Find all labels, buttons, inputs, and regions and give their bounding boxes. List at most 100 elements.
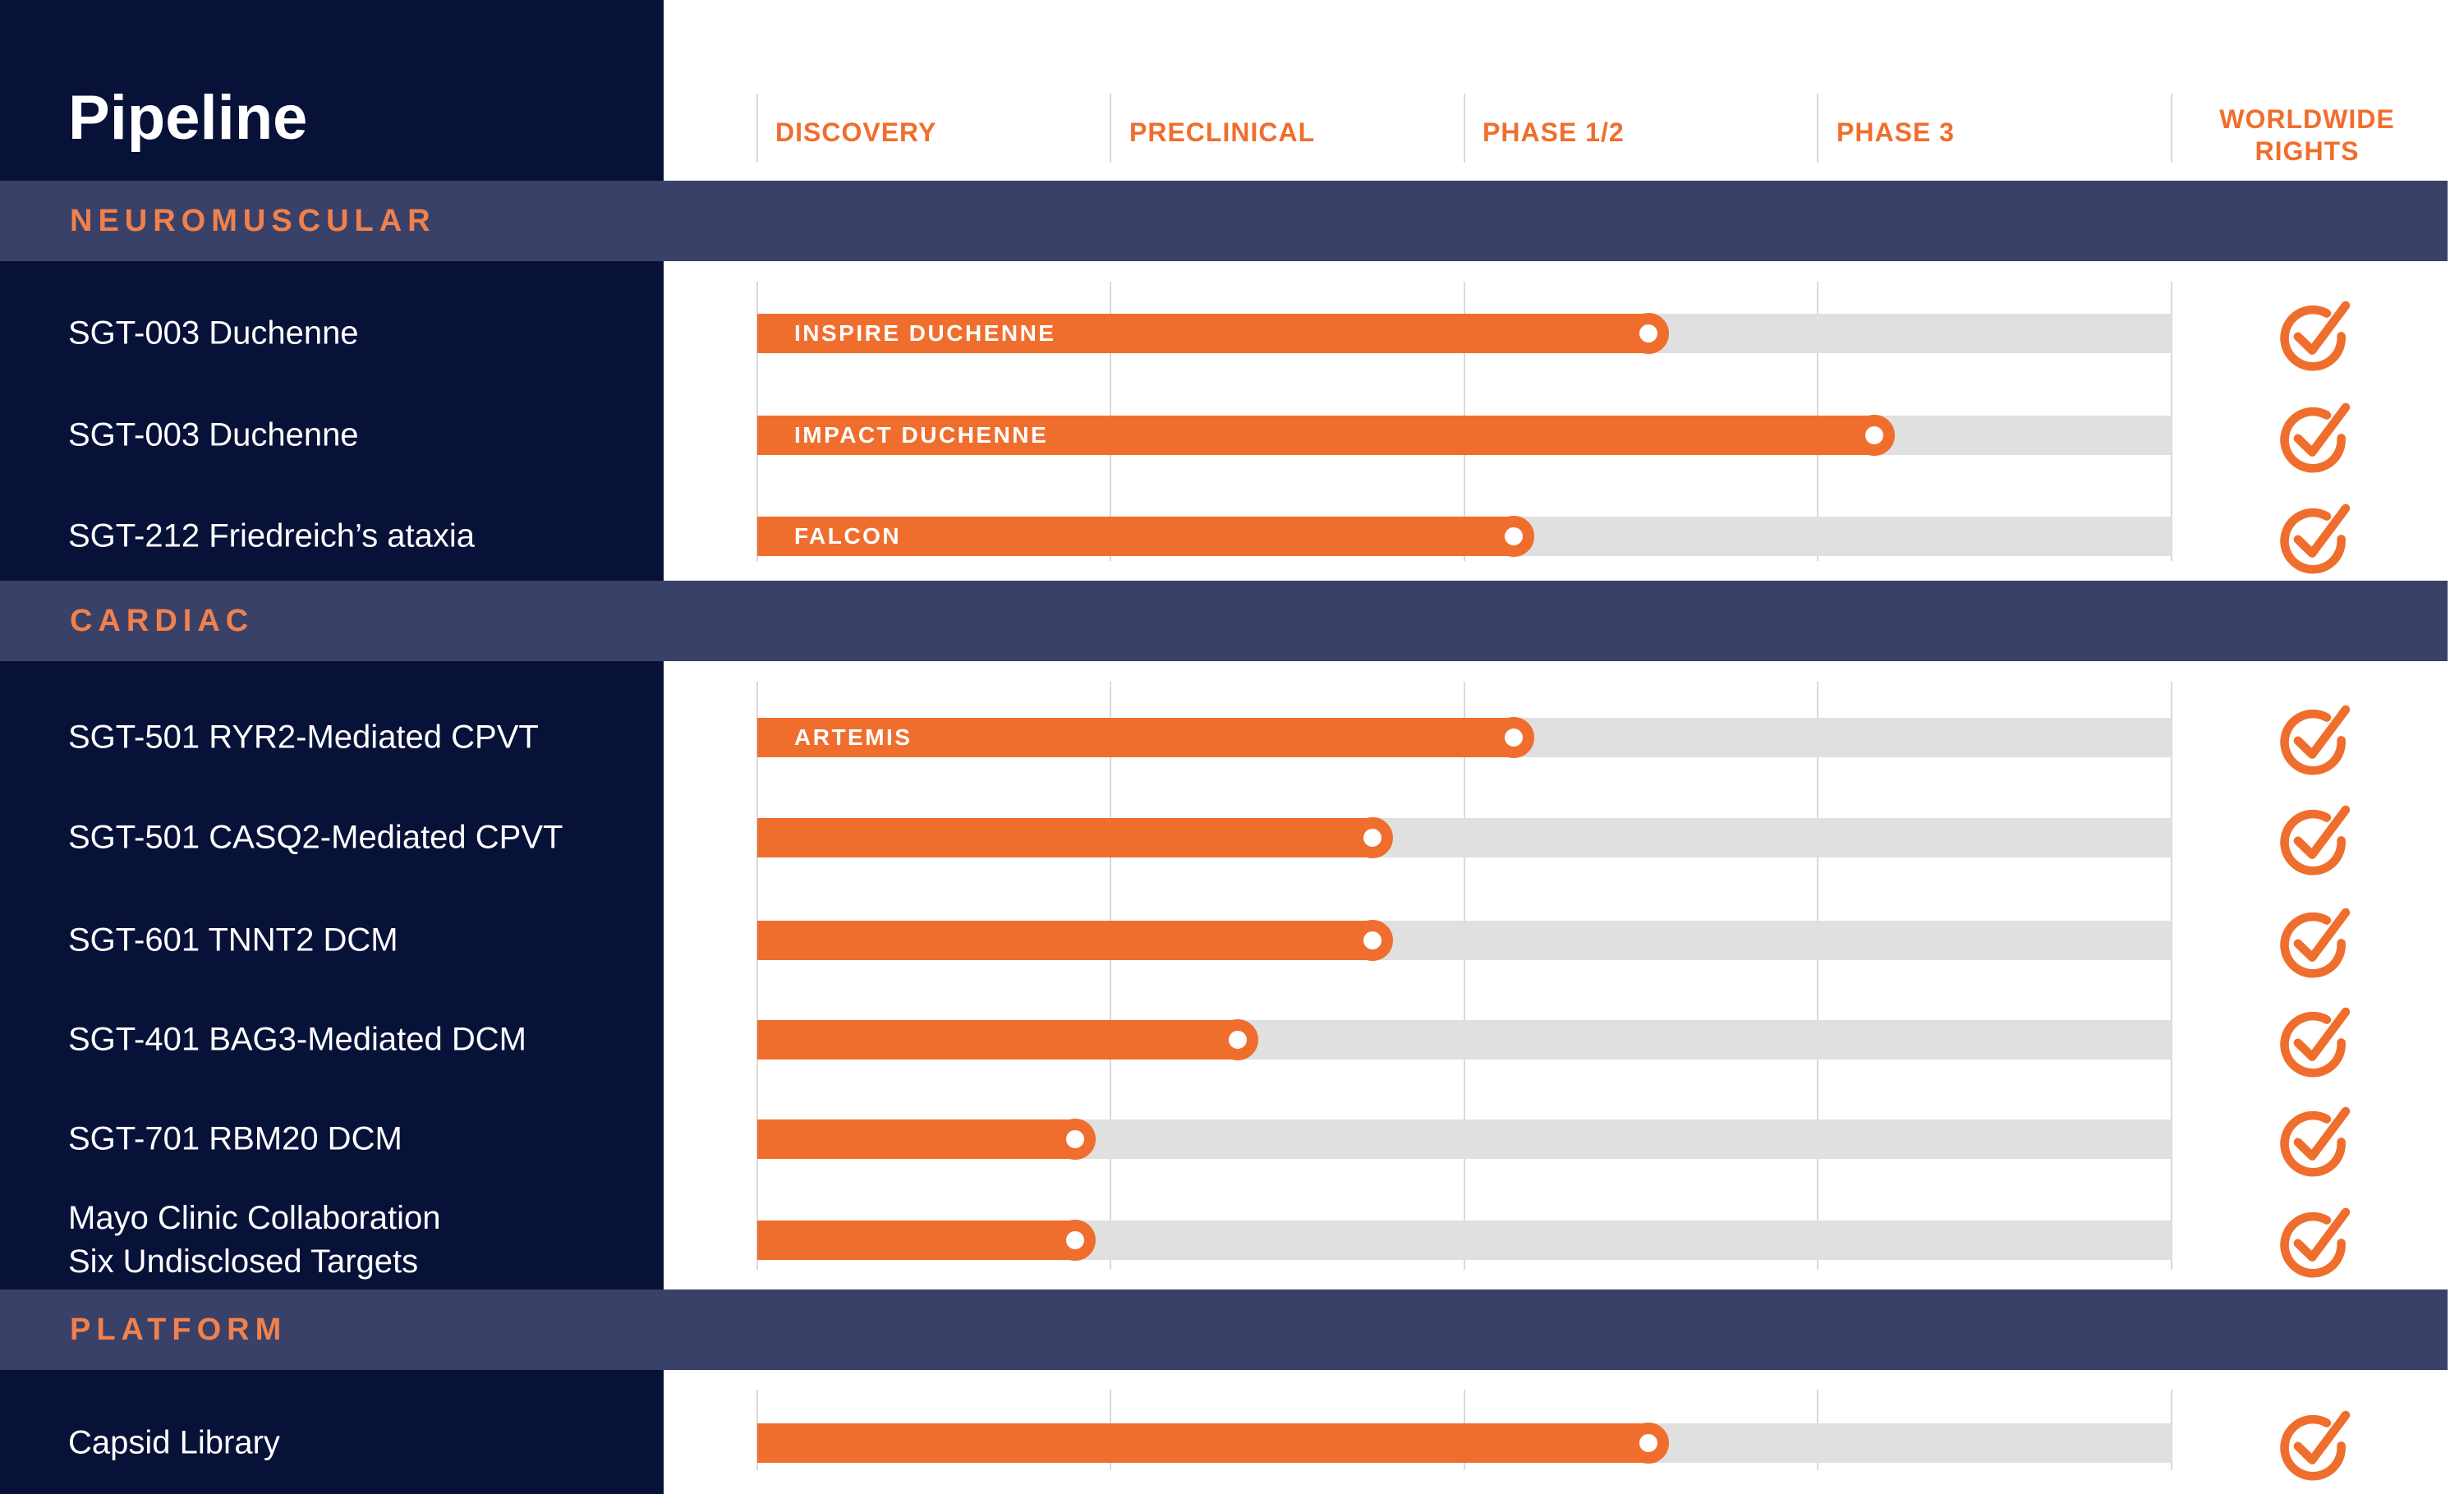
section-label: NEUROMUSCULAR [70,203,436,238]
progress-bar: ARTEMIS [757,718,1515,757]
pipeline-row: SGT-212 Friedreich’s ataxia FALCON [0,486,2464,586]
worldwide-rights-check-icon [2280,705,2351,775]
program-name-line1: SGT-501 RYR2-Mediated CPVT [68,719,539,756]
column-header-preclinical: PRECLINICAL [1129,117,1316,147]
phase-track: INSPIRE DUCHENNE [757,313,2172,354]
program-name-line1: Capsid Library [68,1424,280,1461]
worldwide-rights-line1: WORLDWIDE [2219,104,2395,134]
progress-bar [757,1020,1239,1060]
worldwide-rights-check-icon [2280,805,2351,876]
column-header-worldwide-rights: WORLDWIDE RIGHTS [2172,103,2443,168]
program-name-line1: SGT-401 BAG3-Mediated DCM [68,1021,526,1058]
worldwide-rights-line2: RIGHTS [2255,136,2360,166]
column-header-phase12: PHASE 1/2 [1483,117,1625,147]
section-band-platform: PLATFORM [0,1289,2448,1370]
section-band-cardiac: CARDIAC [0,581,2448,661]
pipeline-row: SGT-701 RBM20 DCM [0,1089,2464,1189]
phase-track [757,1019,2172,1060]
program-name: SGT-212 Friedreich’s ataxia [68,515,475,559]
section-label: PLATFORM [70,1312,287,1347]
column-header-discovery: DISCOVERY [775,117,937,147]
worldwide-rights-check-icon [2280,503,2351,574]
worldwide-rights-check-icon [2280,1106,2351,1177]
progress-bar: IMPACT DUCHENNE [757,416,1875,455]
worldwide-rights-check-icon [2280,1207,2351,1278]
worldwide-rights-check-icon [2280,301,2351,371]
progress-bar: INSPIRE DUCHENNE [757,314,1648,353]
program-name-line1: SGT-003 Duchenne [68,416,359,453]
trial-name: IMPACT DUCHENNE [794,422,1049,448]
section-label: CARDIAC [70,603,255,638]
column-divider [1464,94,1465,163]
column-divider [1817,682,1818,1270]
progress-marker [1854,415,1896,456]
program-name-line1: Mayo Clinic Collaboration [68,1200,441,1236]
progress-marker [1627,313,1669,354]
progress-bar [757,1119,1076,1159]
progress-bar [757,818,1373,857]
program-name: SGT-003 Duchenne [68,414,359,457]
column-divider [1110,682,1111,1270]
phase-track [757,817,2172,858]
column-divider [2171,282,2172,561]
pipeline-row: Mayo Clinic Collaboration Six Undisclose… [0,1190,2464,1290]
program-name: SGT-501 RYR2-Mediated CPVT [68,716,539,760]
progress-bar: FALCON [757,517,1515,556]
phase-track [757,920,2172,961]
pipeline-row: SGT-501 RYR2-Mediated CPVT ARTEMIS [0,687,2464,788]
trial-name: FALCON [794,523,902,549]
phase-track: IMPACT DUCHENNE [757,415,2172,456]
phase-track [757,1423,2172,1464]
column-divider [756,94,758,163]
page-title: Pipeline [68,83,308,153]
progress-marker [1493,516,1535,557]
program-name-line1: SGT-212 Friedreich’s ataxia [68,517,476,554]
program-name-line1: SGT-601 TNNT2 DCM [68,922,398,958]
program-name-line2: Six Undisclosed Targets [68,1243,419,1280]
program-name-line1: SGT-003 Duchenne [68,315,359,352]
column-divider [2171,1390,2172,1470]
pipeline-row: SGT-401 BAG3-Mediated DCM [0,990,2464,1090]
progress-bar [757,1423,1648,1463]
pipeline-row: Capsid Library [0,1393,2464,1493]
phase-track [757,1119,2172,1160]
trial-name: ARTEMIS [794,724,913,750]
column-divider [1464,682,1465,1270]
column-divider [2171,94,2172,163]
column-header-phase3: PHASE 3 [1837,117,1955,147]
phase-track: FALCON [757,516,2172,557]
program-name-line1: SGT-701 RBM20 DCM [68,1120,402,1157]
program-name: Mayo Clinic Collaboration Six Undisclose… [68,1197,441,1284]
program-name: SGT-601 TNNT2 DCM [68,919,398,963]
worldwide-rights-check-icon [2280,1007,2351,1078]
program-name-line1: SGT-501 CASQ2-Mediated CPVT [68,819,563,856]
program-name: SGT-701 RBM20 DCM [68,1118,402,1161]
section-band-neuromuscular: NEUROMUSCULAR [0,181,2448,261]
progress-marker [1217,1019,1259,1060]
column-divider [756,682,758,1270]
program-name: SGT-003 Duchenne [68,312,359,356]
worldwide-rights-check-icon [2280,908,2351,978]
pipeline-row: SGT-003 Duchenne IMPACT DUCHENNE [0,385,2464,485]
progress-marker [1055,1119,1096,1160]
worldwide-rights-check-icon [2280,1410,2351,1481]
worldwide-rights-check-icon [2280,402,2351,473]
pipeline-row: SGT-601 TNNT2 DCM [0,890,2464,991]
program-name: SGT-501 CASQ2-Mediated CPVT [68,816,563,860]
phase-track: ARTEMIS [757,717,2172,758]
pipeline-row: SGT-003 Duchenne INSPIRE DUCHENNE [0,283,2464,384]
progress-bar [757,1220,1076,1260]
trial-name: INSPIRE DUCHENNE [794,320,1056,346]
progress-bar [757,921,1373,960]
column-divider [1817,94,1818,163]
column-divider [1110,94,1111,163]
progress-marker [1627,1423,1669,1464]
progress-marker [1055,1220,1096,1261]
pipeline-row: SGT-501 CASQ2-Mediated CPVT [0,788,2464,888]
progress-marker [1352,920,1394,961]
program-name: SGT-401 BAG3-Mediated DCM [68,1018,526,1062]
program-name: Capsid Library [68,1422,280,1465]
progress-marker [1352,817,1394,858]
progress-marker [1493,717,1535,758]
